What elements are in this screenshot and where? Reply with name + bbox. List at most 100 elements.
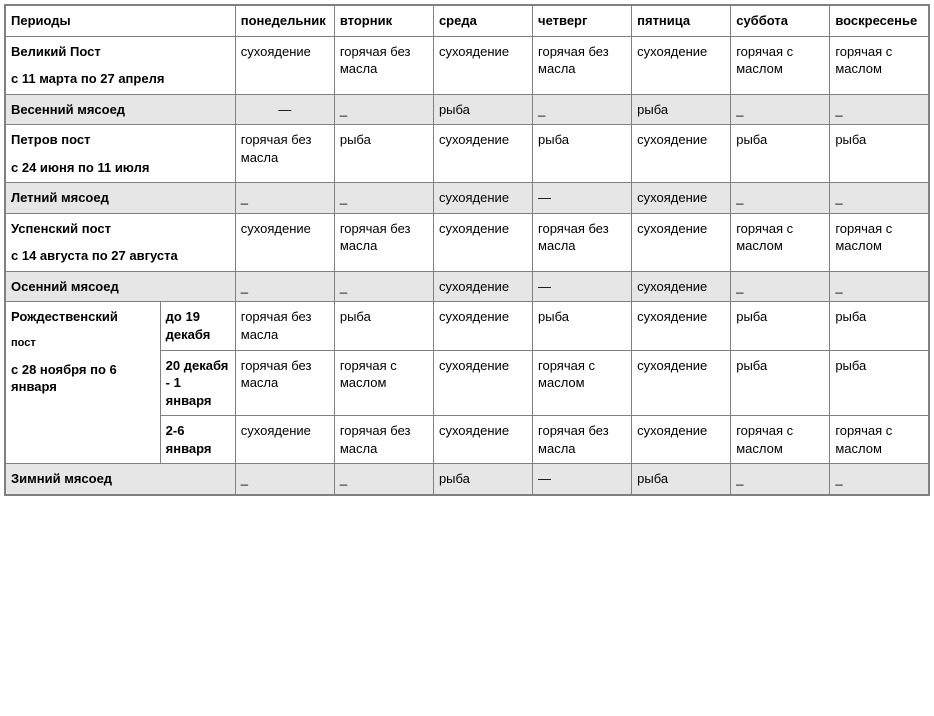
- cell: рыба: [830, 350, 929, 416]
- cell: горячая без масла: [533, 416, 632, 464]
- cell: горячая без масла: [533, 36, 632, 94]
- cell: сухоядение: [235, 213, 334, 271]
- period-cell: Великий Постс 11 марта по 27 апреля: [5, 36, 235, 94]
- table-body: Великий Постс 11 марта по 27 апрелясухоя…: [5, 36, 929, 495]
- cell: _: [235, 183, 334, 214]
- cell: горячая без масла: [334, 213, 433, 271]
- table-row: Великий Постс 11 марта по 27 апрелясухоя…: [5, 36, 929, 94]
- cell: сухоядение: [632, 36, 731, 94]
- header-day-0: понедельник: [235, 5, 334, 36]
- subperiod-cell: 2-6 января: [160, 416, 235, 464]
- cell: _: [334, 271, 433, 302]
- cell: сухоядение: [235, 416, 334, 464]
- cell: сухоядение: [433, 302, 532, 350]
- cell: сухоядение: [632, 302, 731, 350]
- cell: _: [731, 271, 830, 302]
- header-day-2: среда: [433, 5, 532, 36]
- cell: _: [235, 464, 334, 495]
- cell: _: [334, 94, 433, 125]
- cell: сухоядение: [632, 271, 731, 302]
- cell: рыба: [731, 302, 830, 350]
- cell: рыба: [533, 125, 632, 183]
- header-day-4: пятница: [632, 5, 731, 36]
- table-row: Рождественскийпостс 28 ноября по 6 январ…: [5, 302, 929, 350]
- cell: _: [830, 271, 929, 302]
- cell: горячая без масла: [235, 302, 334, 350]
- cell: сухоядение: [433, 125, 532, 183]
- cell: _: [731, 464, 830, 495]
- cell: рыба: [433, 464, 532, 495]
- cell: рыба: [830, 302, 929, 350]
- cell: —: [533, 183, 632, 214]
- header-day-3: четверг: [533, 5, 632, 36]
- period-cell: Осенний мясоед: [5, 271, 235, 302]
- cell: горячая с маслом: [830, 213, 929, 271]
- cell: сухоядение: [632, 125, 731, 183]
- cell: сухоядение: [235, 36, 334, 94]
- table-row: Успенский постс 14 августа по 27 августа…: [5, 213, 929, 271]
- period-cell: Рождественскийпостс 28 ноября по 6 январ…: [5, 302, 160, 464]
- cell: горячая с маслом: [830, 36, 929, 94]
- cell: _: [731, 94, 830, 125]
- cell: _: [830, 94, 929, 125]
- cell: горячая с маслом: [533, 350, 632, 416]
- period-cell: Весенний мясоед: [5, 94, 235, 125]
- cell: сухоядение: [632, 350, 731, 416]
- cell: горячая без масла: [235, 350, 334, 416]
- cell: —: [235, 94, 334, 125]
- cell: сухоядение: [433, 350, 532, 416]
- cell: сухоядение: [632, 416, 731, 464]
- table-row: Зимний мясоед__рыба—рыба__: [5, 464, 929, 495]
- cell: _: [533, 94, 632, 125]
- cell: горячая с маслом: [731, 416, 830, 464]
- cell: рыба: [731, 125, 830, 183]
- cell: —: [533, 271, 632, 302]
- cell: горячая с маслом: [731, 213, 830, 271]
- cell: горячая с маслом: [830, 416, 929, 464]
- period-cell: Петров постс 24 июня по 11 июля: [5, 125, 235, 183]
- cell: сухоядение: [433, 36, 532, 94]
- header-row: Периоды понедельник вторник среда четвер…: [5, 5, 929, 36]
- cell: рыба: [433, 94, 532, 125]
- period-cell: Зимний мясоед: [5, 464, 235, 495]
- header-day-6: воскресенье: [830, 5, 929, 36]
- cell: —: [533, 464, 632, 495]
- cell: горячая без масла: [334, 416, 433, 464]
- cell: сухоядение: [433, 271, 532, 302]
- cell: рыба: [334, 302, 433, 350]
- subperiod-cell: до 19 декабя: [160, 302, 235, 350]
- cell: горячая с маслом: [731, 36, 830, 94]
- cell: _: [731, 183, 830, 214]
- period-cell: Успенский постс 14 августа по 27 августа: [5, 213, 235, 271]
- cell: _: [830, 464, 929, 495]
- cell: сухоядение: [632, 213, 731, 271]
- cell: рыба: [830, 125, 929, 183]
- cell: рыба: [533, 302, 632, 350]
- cell: горячая с маслом: [334, 350, 433, 416]
- cell: сухоядение: [433, 183, 532, 214]
- cell: горячая без масла: [235, 125, 334, 183]
- cell: _: [334, 183, 433, 214]
- table-row: Осенний мясоед__сухоядение—сухоядение__: [5, 271, 929, 302]
- cell: рыба: [632, 94, 731, 125]
- period-cell: Летний мясоед: [5, 183, 235, 214]
- fasting-table: Периоды понедельник вторник среда четвер…: [4, 4, 930, 496]
- cell: рыба: [632, 464, 731, 495]
- cell: _: [830, 183, 929, 214]
- table-row: Петров постс 24 июня по 11 июлягорячая б…: [5, 125, 929, 183]
- cell: рыба: [731, 350, 830, 416]
- cell: _: [334, 464, 433, 495]
- subperiod-cell: 20 декабя - 1 января: [160, 350, 235, 416]
- cell: сухоядение: [632, 183, 731, 214]
- cell: горячая без масла: [334, 36, 433, 94]
- cell: горячая без масла: [533, 213, 632, 271]
- cell: сухоядение: [433, 213, 532, 271]
- header-day-1: вторник: [334, 5, 433, 36]
- cell: _: [235, 271, 334, 302]
- table-row: Летний мясоед__сухоядение—сухоядение__: [5, 183, 929, 214]
- header-day-5: суббота: [731, 5, 830, 36]
- header-periods: Периоды: [5, 5, 235, 36]
- cell: сухоядение: [433, 416, 532, 464]
- cell: рыба: [334, 125, 433, 183]
- table-row: Весенний мясоед—_рыба_рыба__: [5, 94, 929, 125]
